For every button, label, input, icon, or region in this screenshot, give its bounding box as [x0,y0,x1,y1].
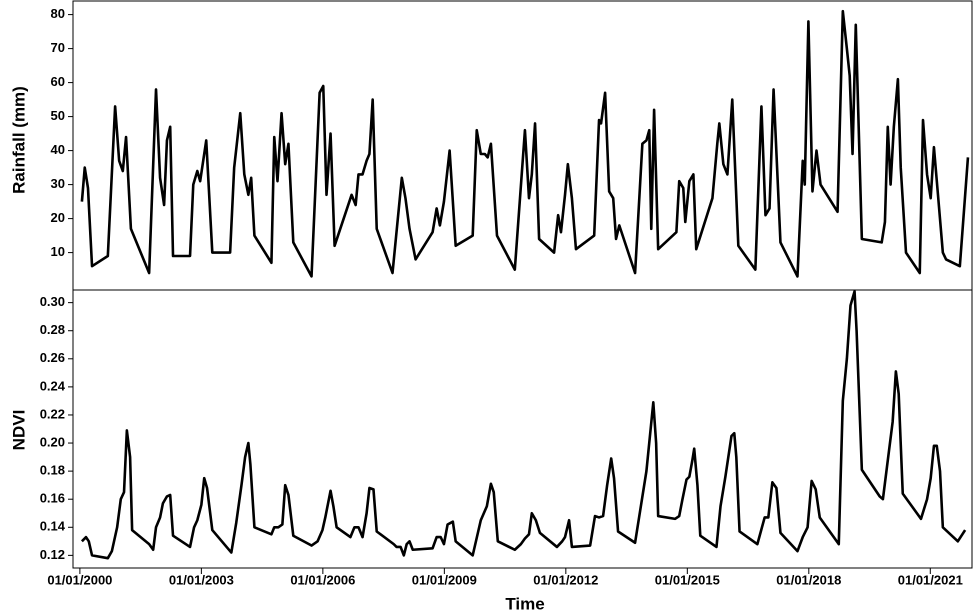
y-axis-title: Rainfall (mm) [9,86,28,194]
y-tick-label: 10 [51,244,65,259]
x-tick-label: 01/01/2015 [655,572,720,587]
data-line [80,9,970,278]
y-tick-label: 0.18 [40,463,65,478]
y-tick-label: 30 [51,176,65,191]
y-tick-label: 0.14 [40,519,66,534]
y-axis-title: NDVI [9,410,28,451]
x-tick-label: 01/01/2009 [412,572,477,587]
plot-frame [72,289,973,569]
x-tick-label: 01/01/2006 [290,572,355,587]
y-tick-label: 40 [51,142,65,157]
y-tick-label: 70 [51,40,65,55]
y-tick-label: 0.26 [40,350,65,365]
x-tick-label: 01/01/2000 [47,572,112,587]
x-tick-label: 01/01/2018 [776,572,841,587]
y-tick-label: 60 [51,74,65,89]
x-axis-title: Time [505,594,544,613]
y-tick-label: 0.22 [40,406,65,421]
data-line [80,290,967,560]
x-tick-label: 01/01/2012 [533,572,598,587]
y-tick-label: 50 [51,108,65,123]
y-tick-label: 0.20 [40,434,65,449]
x-tick-label: 01/01/2003 [169,572,234,587]
x-tick-label: 01/01/2021 [898,572,963,587]
y-tick-label: 20 [51,210,65,225]
y-tick-label: 0.12 [40,547,65,562]
y-tick-label: 0.24 [40,378,66,393]
plot-frame [72,0,973,291]
y-tick-label: 80 [51,6,65,21]
y-tick-label: 0.16 [40,491,65,506]
y-tick-label: 0.30 [40,294,65,309]
y-tick-label: 0.28 [40,322,65,337]
